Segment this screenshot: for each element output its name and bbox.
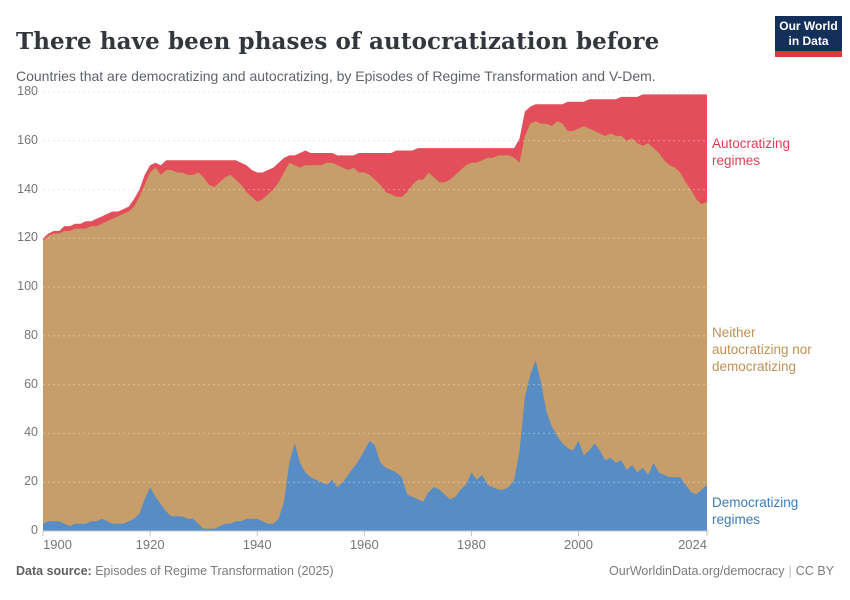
owid-logo-line2: in Data: [788, 34, 829, 48]
y-axis-tick-label: 20: [24, 474, 38, 489]
y-axis-tick-label: 40: [24, 425, 38, 440]
series-label-neither: Neither autocratizing nor democratizing: [712, 325, 812, 374]
y-axis-tick-label: 120: [17, 230, 38, 245]
x-axis-tick-label: 1940: [242, 537, 272, 552]
chart-title: There have been phases of autocratizatio…: [16, 28, 660, 56]
y-axis-tick-label: 140: [17, 181, 38, 196]
series-label-autocratizing: Autocratizing regimes: [712, 136, 791, 168]
owid-logo-line1: Our World: [779, 19, 838, 33]
license-label: CC BY: [795, 564, 834, 578]
data-source-label: Data source:: [16, 564, 92, 578]
area-democratizing: [43, 360, 707, 531]
y-axis-tick-label: 100: [17, 279, 38, 294]
y-axis-tick-label: 60: [24, 376, 38, 391]
y-axis-tick-label: 180: [17, 84, 38, 98]
owid-logo-text: Our World in Data: [775, 16, 842, 51]
y-axis-tick-label: 0: [31, 523, 38, 537]
data-source-value: Episodes of Regime Transformation (2025): [95, 564, 334, 578]
y-axis-tick-label: 160: [17, 132, 38, 147]
x-axis-tick-label: 1960: [349, 537, 379, 552]
owid-link[interactable]: OurWorldinData.org/democracy: [609, 564, 785, 578]
y-axis-tick-label: 80: [24, 327, 38, 342]
x-axis-tick-label: 1920: [135, 537, 165, 552]
footer-credits: OurWorldinData.org/democracy | CC BY: [609, 564, 834, 578]
x-axis-tick-label: 1900: [43, 537, 72, 552]
footer-separator: |: [788, 564, 792, 578]
data-source-note: Data source: Episodes of Regime Transfor…: [16, 564, 334, 578]
owid-logo-red-bar: [775, 51, 842, 57]
owid-logo[interactable]: Our World in Data: [775, 16, 842, 57]
x-axis-tick-label: 2000: [564, 537, 593, 552]
x-axis-tick-label: 2024: [678, 537, 707, 552]
series-label-democratizing: Democratizing regimes: [712, 495, 799, 527]
x-axis-tick-label: 1980: [456, 537, 486, 552]
chart-subtitle: Countries that are democratizing and aut…: [16, 68, 656, 84]
